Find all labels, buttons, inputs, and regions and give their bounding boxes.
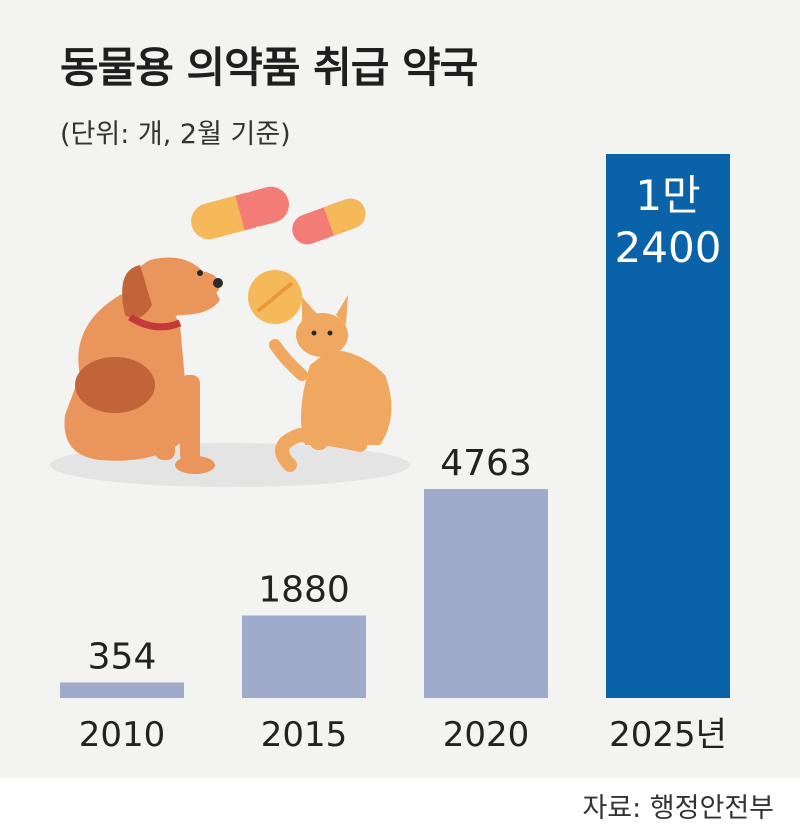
- value-label-2025년-line2: 2400: [615, 223, 722, 272]
- pill-capsule-icon: [191, 186, 366, 245]
- bar-2015: [242, 615, 366, 698]
- value-label-2010: 354: [88, 636, 157, 677]
- category-label-2025년: 2025년: [609, 715, 727, 755]
- bar-2025년: [606, 154, 730, 698]
- source-note: 자료: 행정안전부: [582, 793, 774, 824]
- chart-title: 동물용 의약품 취급 약국: [60, 43, 478, 92]
- chart-subtitle: (단위: 개, 2월 기준): [60, 119, 291, 150]
- bar-2010: [60, 682, 184, 698]
- category-label-2010: 2010: [79, 715, 166, 755]
- pet-medicine-illustration: [50, 186, 410, 487]
- value-label-2015: 1880: [258, 570, 350, 611]
- category-label-2015: 2015: [261, 715, 348, 755]
- cat-icon: [269, 295, 392, 472]
- bar-2020: [424, 489, 548, 698]
- tablet-icon: [248, 270, 302, 324]
- value-label-2025년-line1: 1만: [635, 171, 700, 220]
- value-label-2020: 4763: [440, 443, 532, 484]
- dog-icon: [64, 257, 223, 474]
- category-label-2020: 2020: [443, 715, 530, 755]
